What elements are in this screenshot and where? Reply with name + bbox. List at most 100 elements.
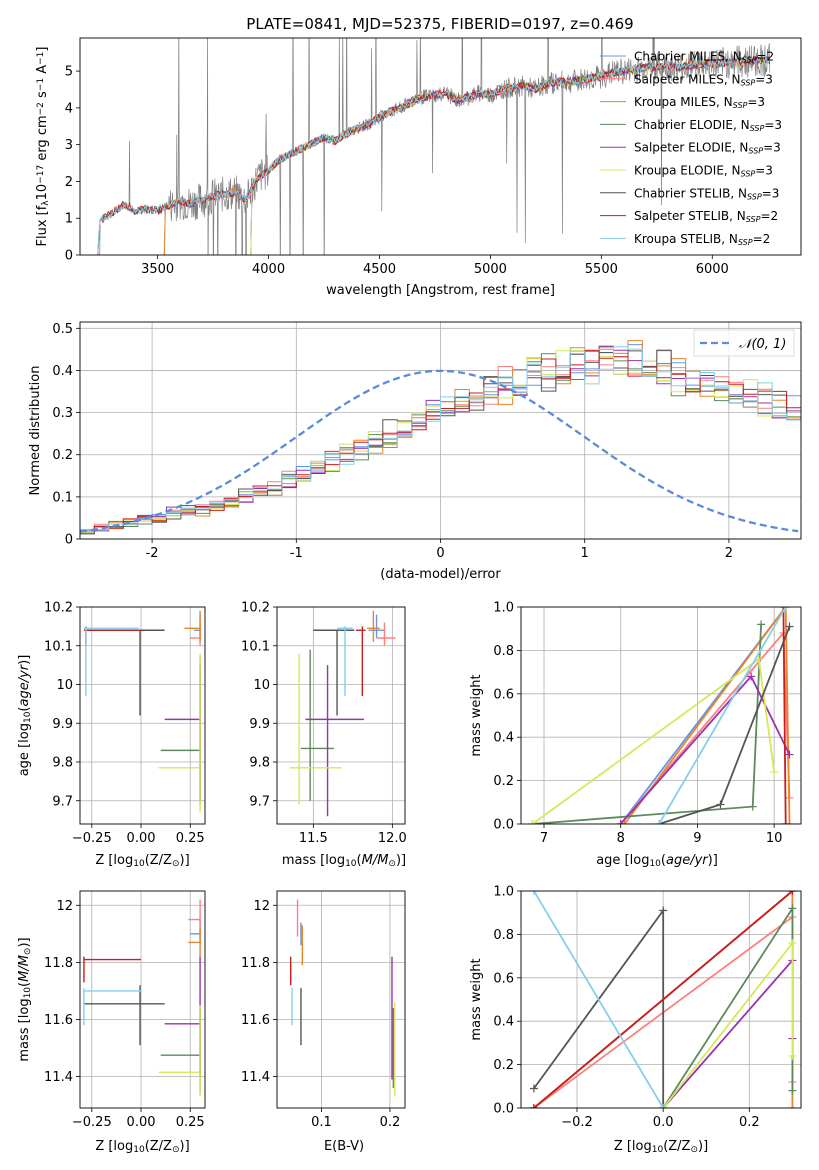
axes-frame bbox=[79, 606, 206, 825]
y-tick-label: 4 bbox=[65, 101, 73, 116]
series-kroupa-elodie bbox=[528, 655, 779, 824]
x-tick-label: −0.25 bbox=[72, 831, 112, 846]
panel-massweight-vs-Z: −0.2 0.0 0.2 0.0 0.2 0.4 0.6 0.8 1.0 bbox=[493, 885, 802, 1130]
x-tick-label: 0.2 bbox=[739, 1115, 760, 1130]
series-salpeter-stelib bbox=[529, 891, 797, 1108]
legend-box bbox=[693, 329, 795, 357]
y-tick-label: 0 bbox=[65, 533, 73, 548]
plus-marker bbox=[655, 820, 664, 824]
x-tick-label: 4500 bbox=[363, 262, 396, 277]
y-tick-label: 2 bbox=[65, 175, 73, 190]
model-line-salpeter-miles bbox=[163, 55, 771, 255]
y-tick-label: 0.2 bbox=[52, 448, 73, 463]
plus-marker bbox=[659, 1104, 668, 1108]
axes-frame bbox=[276, 890, 406, 1109]
plus-marker bbox=[788, 1104, 797, 1108]
point-kroupa-elodie bbox=[289, 653, 342, 805]
y-tick-label: 10 bbox=[253, 678, 270, 693]
weight-line bbox=[533, 891, 793, 1108]
y-tick-label: 10.1 bbox=[241, 639, 270, 654]
x-tick-label: 7 bbox=[540, 831, 548, 846]
point-chabrier-stelib bbox=[83, 985, 165, 1046]
legend-label: Kroupa STELIB, NSSP=2 bbox=[634, 232, 770, 247]
series-salpeter-elodie bbox=[659, 956, 797, 1108]
plus-marker bbox=[620, 820, 629, 824]
y-tick-label: 1.0 bbox=[493, 601, 514, 616]
point-kroupa-stelib bbox=[83, 626, 140, 697]
weight-line bbox=[531, 657, 776, 824]
plus-marker bbox=[785, 820, 794, 824]
plus-marker bbox=[529, 1104, 538, 1108]
axes-frame bbox=[79, 37, 802, 256]
x-tick-label: 0.0 bbox=[653, 1115, 674, 1130]
y-tick-label: 1 bbox=[65, 212, 73, 227]
plus-marker bbox=[529, 891, 538, 895]
x-tick-label: 2 bbox=[725, 546, 733, 561]
y-tick-label: 0.6 bbox=[493, 687, 514, 702]
panel-age-vs-mass: 11.5 12.0 9.7 9.8 9.9 10 10.1 10.2 bbox=[241, 601, 407, 847]
y-tick-label: 0.3 bbox=[52, 406, 73, 421]
legend-label: Chabrier ELODIE, NSSP=3 bbox=[634, 118, 782, 133]
x-tick-label: 0.00 bbox=[127, 1115, 156, 1130]
x-tick-label: 0.25 bbox=[176, 1115, 205, 1130]
histogram-kroupa-stelib bbox=[80, 346, 801, 531]
y-tick-label: 9.9 bbox=[52, 717, 73, 732]
plus-marker bbox=[529, 1084, 538, 1093]
plot-area bbox=[97, 38, 771, 255]
series-kroupa-stelib bbox=[655, 607, 790, 824]
point-salpeter-miles bbox=[190, 622, 201, 646]
axes-frame bbox=[276, 606, 406, 825]
plot-area bbox=[80, 607, 205, 824]
model-line-salpeter-stelib bbox=[97, 55, 770, 255]
plus-marker bbox=[788, 891, 797, 895]
y-tick-label: 11.6 bbox=[241, 1013, 270, 1028]
plus-marker bbox=[528, 820, 537, 824]
x-axis-label: E(B-V) bbox=[324, 1139, 364, 1154]
x-tick-label: 5000 bbox=[474, 262, 507, 277]
y-tick-label: 1.0 bbox=[493, 885, 514, 900]
panel-spectrum: 3500 4000 4500 5000 5500 6000 0 1 2 3 4 5 Chabrier M… bbox=[65, 37, 802, 277]
panel-age-vs-Z: −0.25 0.00 0.25 9.7 9.8 9.9 10 10.1 10.2 bbox=[44, 601, 206, 846]
histogram-kroupa-miles bbox=[80, 340, 801, 535]
y-axis-label: Flux [fλ10−17 erg cm−2 s−1 A−1] bbox=[35, 47, 51, 247]
point-kroupa-miles bbox=[184, 610, 201, 642]
plus-marker bbox=[757, 620, 766, 629]
point-salpeter-elodie bbox=[164, 956, 201, 1077]
x-tick-label: 11.5 bbox=[299, 831, 328, 846]
point-kroupa-elodie bbox=[158, 1005, 201, 1097]
plot-area bbox=[277, 891, 405, 1108]
point-salpeter-stelib bbox=[356, 626, 366, 697]
point-chabrier-elodie bbox=[160, 657, 201, 805]
y-tick-label: 0 bbox=[65, 249, 73, 264]
model-line-kroupa-stelib bbox=[97, 55, 771, 255]
point-salpeter-elodie bbox=[164, 665, 201, 801]
y-axis-label: Normed distribution bbox=[28, 366, 43, 496]
x-axis-label: wavelength [Angstrom, rest frame] bbox=[326, 283, 555, 298]
plus-marker bbox=[716, 800, 725, 809]
axes-frame bbox=[520, 606, 802, 825]
y-tick-label: 0.2 bbox=[493, 774, 514, 789]
x-tick-label: 3500 bbox=[141, 262, 174, 277]
legend-label: Chabrier STELIB, NSSP=3 bbox=[634, 186, 779, 201]
x-tick-label: 0.1 bbox=[311, 1115, 332, 1130]
y-tick-label: 11.8 bbox=[241, 956, 270, 971]
x-tick-label: 10 bbox=[766, 831, 783, 846]
y-tick-label: 0.5 bbox=[52, 322, 73, 337]
plot-area bbox=[80, 322, 801, 539]
normal-curve bbox=[80, 369, 799, 533]
x-tick-label: 1 bbox=[581, 546, 589, 561]
point-salpeter-stelib bbox=[83, 626, 142, 646]
x-axis-label: (data-model)/error bbox=[380, 567, 501, 582]
plus-marker bbox=[781, 607, 790, 611]
y-tick-label: 10 bbox=[56, 678, 73, 693]
legend-label: Salpeter MILES, NSSP=3 bbox=[634, 72, 773, 87]
plot-area bbox=[521, 891, 801, 1108]
y-tick-label: 0.1 bbox=[52, 490, 73, 505]
series-chabrier-elodie bbox=[528, 620, 766, 824]
plus-marker bbox=[748, 802, 757, 811]
y-tick-label: 0.2 bbox=[493, 1058, 514, 1073]
y-tick-label: 11.4 bbox=[241, 1070, 270, 1085]
x-axis-label: Z [log10(Z/Z⊙)] bbox=[95, 853, 189, 869]
plus-marker bbox=[659, 906, 668, 915]
